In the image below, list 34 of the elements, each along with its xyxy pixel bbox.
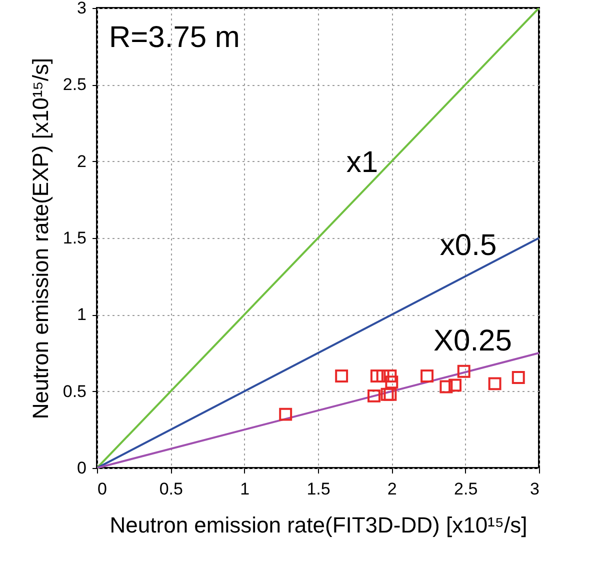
point (488, 377, 502, 390)
series-label: X0.25 (433, 324, 512, 358)
point (380, 388, 394, 401)
x-tick-label: 1.5 (306, 480, 330, 498)
x-tick-label: 2.5 (454, 480, 478, 498)
annotation: R=3.75 m (109, 21, 240, 54)
point (457, 364, 470, 378)
point (335, 370, 348, 382)
y-tick-label: 1.5 (62, 228, 86, 248)
series-label: x0.5 (440, 228, 497, 262)
point (512, 371, 525, 384)
y-tick-label: 0 (77, 458, 86, 478)
y-tick-label: 2 (77, 152, 86, 171)
point (385, 376, 398, 389)
point (420, 370, 434, 382)
point (370, 370, 384, 382)
y-axis-title: Neutron emission rate(EXP) [x10¹⁵/s] (28, 58, 53, 420)
y-tick-label: 1 (77, 305, 86, 324)
point (384, 388, 397, 401)
y-tick-label: 0.5 (62, 382, 86, 401)
x-tick-label: 2 (387, 480, 397, 498)
x-tick-label: 1 (240, 480, 250, 498)
point (448, 378, 462, 392)
x-tick-label: 3 (530, 480, 540, 498)
series-label: x1 (346, 146, 378, 179)
y-tick-label: 2.5 (62, 75, 86, 94)
point (384, 370, 397, 382)
x-axis-title: Neutron emission rate(FIT3D-DD) [x10¹⁵/s] (110, 512, 528, 538)
y-tick-label: 3 (77, 0, 86, 18)
point (279, 408, 292, 421)
point (440, 380, 453, 394)
x-tick-label: 0 (98, 480, 107, 498)
point (368, 389, 380, 402)
x-tick-label: 0.5 (159, 480, 183, 498)
